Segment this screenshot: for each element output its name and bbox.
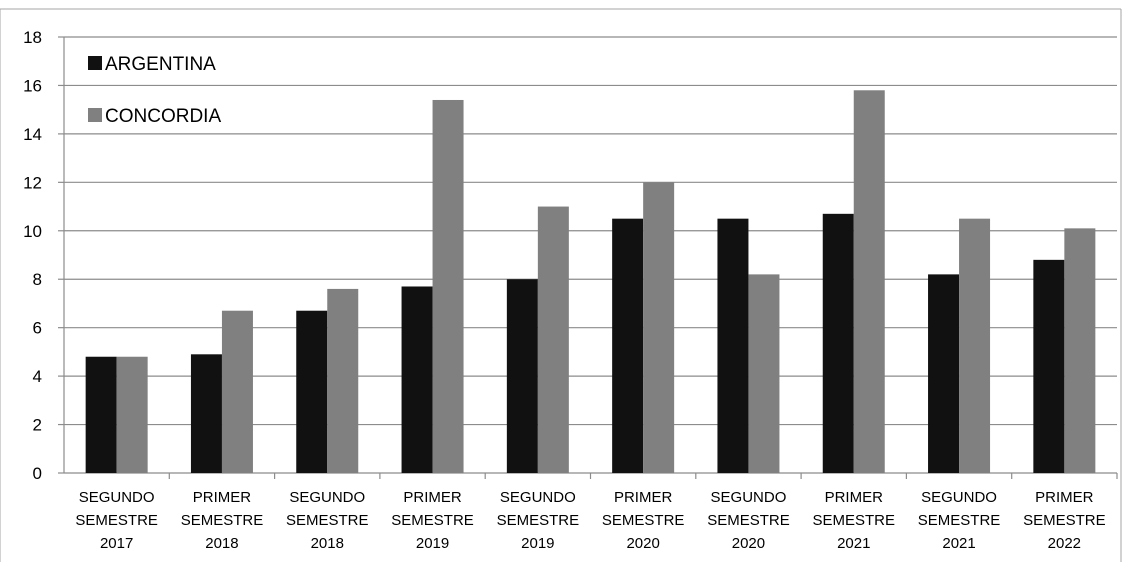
bar-argentina-5 <box>612 218 644 473</box>
legend-swatch-argentina <box>88 56 102 70</box>
bar-argentina-4 <box>506 279 538 473</box>
y-tick-label: 2 <box>33 416 42 435</box>
bar-argentina-8 <box>928 274 960 473</box>
bar-concordia-8 <box>959 218 991 473</box>
y-tick-label: 10 <box>23 222 42 241</box>
bar-concordia-3 <box>432 99 464 473</box>
bar-argentina-1 <box>190 354 222 473</box>
x-category-label: SEGUNDO SEMESTRE 2020 <box>707 489 790 552</box>
x-category-label: PRIMER SEMESTRE 2019 <box>391 489 474 552</box>
bar-concordia-2 <box>327 288 359 473</box>
y-tick-label: 16 <box>23 76 42 95</box>
bar-concordia-0 <box>116 356 148 473</box>
x-category-label: SEGUNDO SEMESTRE 2018 <box>286 489 369 552</box>
x-category-label: PRIMER SEMESTRE 2018 <box>181 489 264 552</box>
bar-concordia-4 <box>537 206 569 474</box>
bar-argentina-6 <box>717 218 749 473</box>
y-tick-label: 14 <box>23 125 42 144</box>
bar-concordia-1 <box>221 310 253 473</box>
y-tick-label: 18 <box>23 28 42 47</box>
x-category-label: SEGUNDO SEMESTRE 2021 <box>918 489 1001 552</box>
x-category-label: PRIMER SEMESTRE 2021 <box>812 489 895 552</box>
y-tick-label: 12 <box>23 173 42 192</box>
y-tick-label: 0 <box>33 464 42 483</box>
x-category-label: PRIMER SEMESTRE 2022 <box>1023 489 1106 552</box>
legend-label-concordia: CONCORDIA <box>105 106 221 127</box>
bar-concordia-9 <box>1064 228 1096 473</box>
bar-argentina-0 <box>85 356 117 473</box>
bar-concordia-7 <box>853 90 885 474</box>
y-tick-label: 8 <box>33 270 42 289</box>
x-category-label: PRIMER SEMESTRE 2020 <box>602 489 685 552</box>
x-category-label: SEGUNDO SEMESTRE 2017 <box>75 489 158 552</box>
y-tick-label: 4 <box>33 367 42 386</box>
legend-label-argentina: ARGENTINA <box>105 54 216 75</box>
bar-argentina-2 <box>296 310 328 473</box>
x-category-label: SEGUNDO SEMESTRE 2019 <box>497 489 580 552</box>
bar-argentina-3 <box>401 286 433 473</box>
bar-argentina-7 <box>822 213 854 474</box>
bar-concordia-5 <box>643 182 675 474</box>
bar-argentina-9 <box>1033 259 1065 473</box>
y-tick-label: 6 <box>33 319 42 338</box>
bar-concordia-6 <box>748 274 780 473</box>
legend-swatch-concordia <box>88 108 102 122</box>
